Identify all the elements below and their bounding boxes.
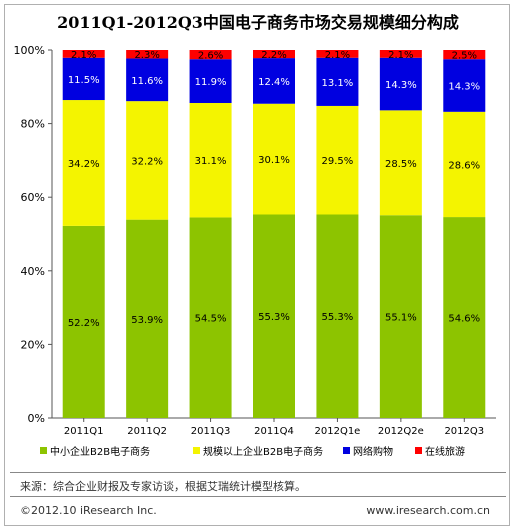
footer-divider-top — [10, 472, 506, 473]
legend-label: 在线旅游 — [425, 445, 465, 458]
footer-divider-bottom — [10, 496, 506, 497]
x-tick-label: 2011Q1 — [64, 426, 104, 437]
legend-label: 中小企业B2B电子商务 — [50, 445, 150, 458]
bar-segment — [189, 59, 232, 103]
bar-segment — [316, 214, 359, 418]
bar-segment — [253, 214, 295, 418]
data-label: 11.9% — [195, 77, 227, 88]
legend-swatch — [343, 447, 350, 454]
data-label: 13.1% — [322, 78, 354, 89]
y-tick-label: 60% — [21, 191, 45, 204]
bar-segment — [62, 225, 105, 418]
x-tick-label: 2012Q2e — [378, 426, 424, 437]
bar-segment — [253, 103, 295, 215]
data-label: 11.6% — [131, 76, 163, 87]
data-label: 12.4% — [258, 77, 290, 88]
bar-segment — [253, 50, 295, 59]
data-label: 28.6% — [448, 160, 480, 171]
data-label: 28.5% — [385, 159, 417, 170]
bar-segment — [443, 111, 486, 218]
y-tick-label: 20% — [21, 338, 45, 351]
bar-segment — [379, 215, 422, 418]
data-label: 29.5% — [322, 156, 354, 167]
data-label: 52.2% — [68, 318, 100, 329]
bar-segment — [443, 50, 486, 60]
data-label: 2.1% — [325, 50, 350, 61]
bar-segment — [189, 217, 232, 418]
bar-segment — [316, 57, 359, 106]
legend-swatch — [193, 447, 200, 454]
data-label: 2.1% — [388, 50, 413, 61]
x-tick-label: 2012Q3 — [444, 426, 484, 437]
data-label: 53.9% — [131, 315, 163, 326]
legend-swatch — [40, 447, 47, 454]
data-label: 32.2% — [131, 156, 163, 167]
data-label: 31.1% — [195, 156, 227, 167]
data-label: 14.3% — [448, 82, 480, 93]
data-label: 54.5% — [195, 314, 227, 325]
bar-segment — [316, 50, 359, 58]
y-tick-label: 80% — [21, 118, 45, 131]
data-label: 2.6% — [198, 51, 223, 62]
x-tick-label: 2012Q1e — [315, 426, 361, 437]
bar-segment — [443, 217, 486, 418]
bar-segment — [316, 105, 359, 215]
data-label: 2.2% — [261, 50, 286, 61]
bar-segment — [189, 102, 232, 218]
bar-segment — [62, 50, 105, 58]
stacked-bar-chart: 0% 20% 40% 60% 80% 100% 52.2% 34.2% 11.5% 2.1% 201… — [14, 44, 496, 458]
bar-segment — [379, 50, 422, 58]
bar-segment — [443, 59, 486, 112]
bar-segment — [379, 110, 422, 216]
data-label: 55.3% — [322, 312, 354, 323]
x-tick-label: 2011Q3 — [191, 426, 231, 437]
bar-segment — [126, 58, 169, 102]
data-label: 2.3% — [134, 50, 159, 61]
data-label: 34.2% — [68, 159, 100, 170]
data-label: 55.3% — [258, 312, 290, 323]
source-note: 来源：综合企业财报及专家访谈，根据艾瑞统计模型核算。 — [20, 480, 306, 493]
y-tick-label: 0% — [28, 412, 45, 425]
bar-segment — [126, 219, 169, 418]
y-tick-label: 40% — [21, 265, 45, 278]
bar-segment — [379, 57, 422, 111]
data-label: 54.6% — [448, 314, 480, 325]
data-label: 2.1% — [71, 50, 96, 61]
x-tick-label: 2011Q2 — [127, 426, 167, 437]
legend-swatch — [415, 447, 422, 454]
bar-segment — [62, 100, 105, 226]
bar-segment — [189, 50, 232, 60]
legend-label: 网络购物 — [353, 445, 393, 458]
data-label: 30.1% — [258, 155, 290, 166]
website-text: www.iresearch.com.cn — [366, 504, 490, 517]
bar-segment — [62, 57, 105, 101]
chart-title: 2011Q1-2012Q3中国电子商务市场交易规模细分构成 — [57, 13, 459, 32]
legend-label: 规模以上企业B2B电子商务 — [203, 445, 323, 458]
copyright-text: ©2012.10 iResearch Inc. — [20, 504, 157, 517]
data-label: 11.5% — [68, 75, 100, 86]
data-label: 55.1% — [385, 313, 417, 324]
data-label: 14.3% — [385, 80, 417, 91]
bar-segment — [253, 58, 295, 104]
data-label: 2.5% — [452, 51, 477, 62]
y-tick-label: 100% — [14, 44, 45, 57]
bar-segment — [126, 101, 169, 220]
bar-segment — [126, 50, 169, 59]
x-tick-label: 2011Q4 — [254, 426, 294, 437]
